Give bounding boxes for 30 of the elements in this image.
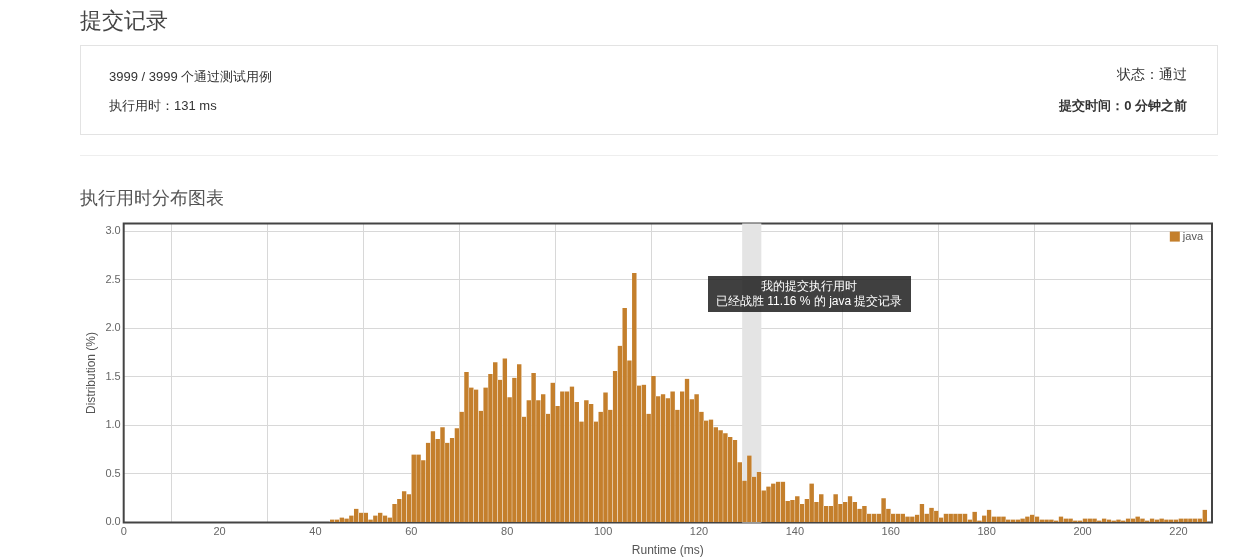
text: 提交记录 xyxy=(80,7,168,35)
x-tick-label: 100 xyxy=(593,525,613,538)
x-tick-label: 180 xyxy=(977,525,996,538)
y-tick-label: 1.5 xyxy=(105,369,121,382)
y-tick-label: 2.0 xyxy=(105,321,121,334)
chart-title: 执行用时分布图表 xyxy=(80,186,224,210)
legend-label: java xyxy=(1181,229,1204,242)
x-tick-label: 80 xyxy=(501,525,514,538)
y-tick-label: 3.0 xyxy=(105,224,121,237)
y-tick-label: 0.0 xyxy=(105,515,121,528)
text: 状态：通过 xyxy=(1117,66,1187,84)
x-tick-label: 20 xyxy=(213,525,226,538)
x-tick-label: 0 xyxy=(120,525,127,538)
text: 提交时间：0 分钟之前 xyxy=(1059,97,1187,115)
x-tick-label: 40 xyxy=(309,525,322,538)
y-tick-label: 2.5 xyxy=(105,272,121,285)
x-tick-label: 200 xyxy=(1073,525,1092,538)
x-tick-label: 220 xyxy=(1169,525,1188,538)
text: 3999 / 3999 个通过测试用例 xyxy=(109,68,273,86)
y-axis-title: Distribution (%) xyxy=(83,331,98,415)
y-tick-label: 0.5 xyxy=(105,466,121,479)
x-tick-label: 60 xyxy=(405,525,418,538)
annotation: 我的提交执行用时 xyxy=(760,279,859,294)
y-tick-label: 1.0 xyxy=(105,418,121,431)
annotation: 已经战胜 11.16 % 的 java 提交记录 xyxy=(716,294,903,309)
x-tick-label: 140 xyxy=(785,525,805,538)
x-tick-label: 120 xyxy=(689,525,709,538)
x-axis-title: Runtime (ms) xyxy=(631,543,704,558)
text: 执行用时：131 ms xyxy=(109,97,217,115)
x-tick-label: 160 xyxy=(881,525,900,538)
